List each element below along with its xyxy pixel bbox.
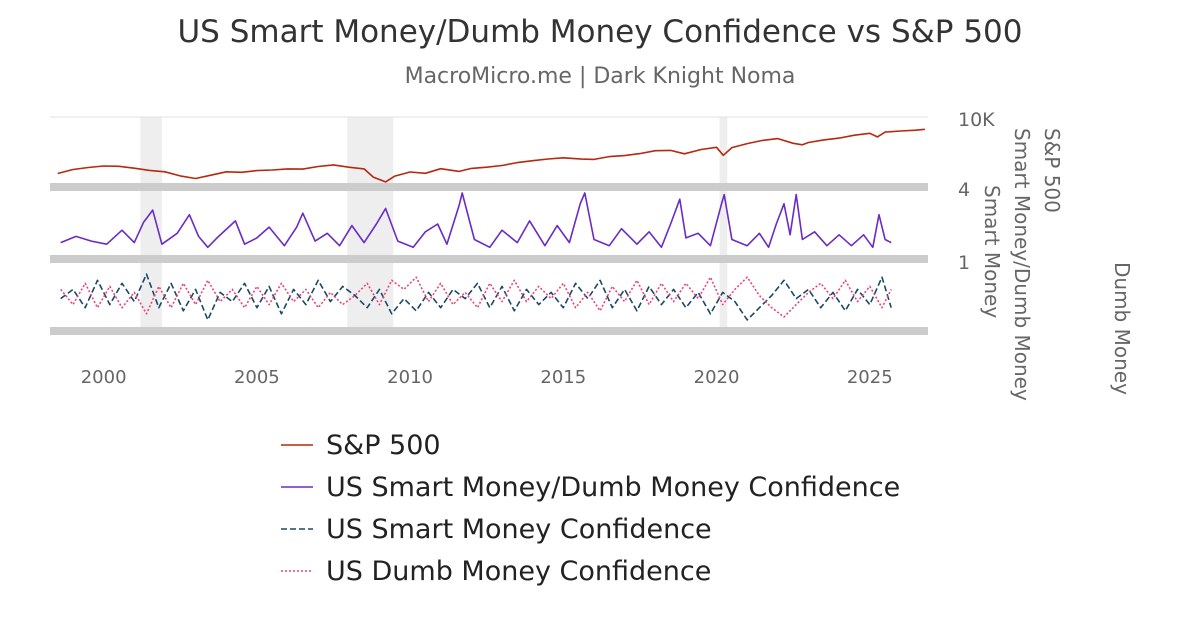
recession-band-0	[140, 117, 162, 332]
chart-subtitle: MacroMicro.me | Dark Knight Noma	[404, 64, 796, 89]
x-tick-label-3: 2015	[540, 367, 586, 388]
x-tick-label-0: 2000	[81, 367, 127, 388]
x-tick-label-1: 2005	[234, 367, 280, 388]
legend-item-3[interactable]: US Dumb Money Confidence	[280, 550, 900, 592]
series-line-3	[60, 276, 892, 318]
series-lines	[57, 128, 925, 321]
legend: S&P 500 US Smart Money/Dumb Money Confide…	[280, 424, 900, 592]
panel-separator-0	[50, 183, 928, 191]
legend-label-2: US Smart Money Confidence	[326, 513, 712, 545]
y-axis-title-smart: Smart Money	[980, 185, 1004, 318]
legend-label-0: S&P 500	[326, 429, 441, 461]
y-axis-title-sp500: S&P 500	[1040, 128, 1064, 213]
y-tick-label-confidence: 1	[958, 252, 970, 274]
y-axis-ticks: 10K 4 1	[958, 109, 995, 274]
x-axis-ticks: 2000 2005 2010 2015 2020 2025	[81, 367, 893, 388]
x-tick-label-5: 2025	[847, 367, 893, 388]
legend-item-1[interactable]: US Smart Money/Dumb Money Confidence	[280, 466, 900, 508]
panel-separators	[50, 116, 928, 335]
legend-label-1: US Smart Money/Dumb Money Confidence	[326, 471, 901, 503]
legend-label-3: US Dumb Money Confidence	[326, 555, 712, 587]
chart-title: US Smart Money/Dumb Money Confidence vs …	[177, 14, 1023, 50]
recession-band-1	[347, 117, 394, 332]
panel-separator-2	[50, 327, 928, 335]
legend-swatch-1	[281, 486, 313, 488]
legend-swatch-0	[281, 444, 313, 446]
y-axis-title-ratio: Smart Money/Dumb Money	[1010, 128, 1034, 401]
legend-swatch-2	[281, 528, 313, 530]
legend-swatch-3	[281, 570, 313, 572]
y-tick-label-ratio: 4	[958, 179, 970, 201]
legend-item-0[interactable]: S&P 500	[280, 424, 900, 466]
x-tick-label-4: 2020	[694, 367, 740, 388]
series-line-2	[60, 273, 892, 321]
y-tick-label-sp500: 10K	[958, 109, 995, 131]
recession-band-2	[719, 117, 728, 332]
panel-separator-1	[50, 255, 928, 263]
series-line-1	[60, 192, 892, 249]
series-line-0	[57, 128, 925, 183]
x-tick-label-2: 2010	[387, 367, 433, 388]
legend-item-2[interactable]: US Smart Money Confidence	[280, 508, 900, 550]
y-axis-title-dumb: Dumb Money	[1110, 262, 1134, 395]
